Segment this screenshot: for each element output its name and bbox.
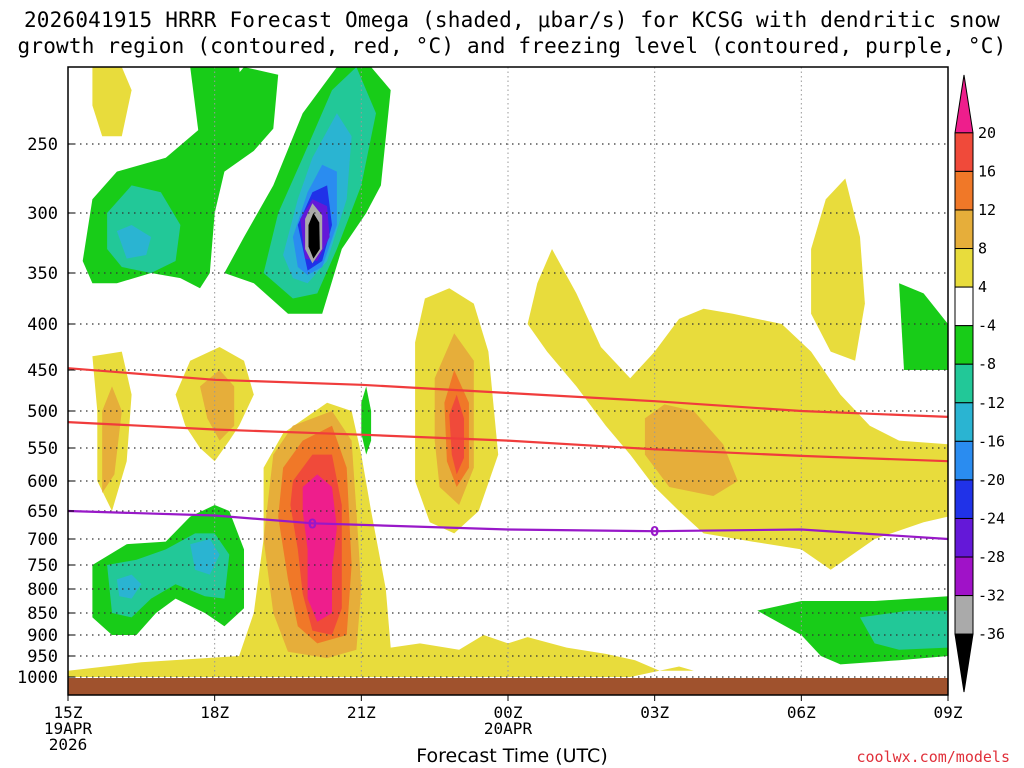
colorbar-swatch-13 bbox=[954, 595, 974, 635]
omega-region-37 bbox=[190, 67, 244, 144]
colorbar-label--24: -24 bbox=[978, 509, 1005, 527]
x-tick-label-18Z-line1: 18Z bbox=[200, 703, 229, 722]
colorbar-swatch-12 bbox=[954, 556, 974, 597]
omega-region-31 bbox=[190, 539, 220, 575]
colorbar-swatch-11 bbox=[954, 517, 974, 558]
colorbar-label--16: -16 bbox=[978, 432, 1005, 450]
freezing-level-label-0: 0 bbox=[308, 517, 317, 532]
y-tick-label-850: 850 bbox=[27, 604, 58, 624]
y-tick-label-400: 400 bbox=[27, 315, 58, 335]
grid-lines bbox=[67, 67, 949, 695]
colorbar-label--28: -28 bbox=[978, 548, 1005, 566]
omega-region-33 bbox=[860, 610, 948, 650]
colorbar-label--4: -4 bbox=[978, 317, 996, 335]
dgz-upper-contour bbox=[67, 367, 949, 418]
omega-region-12 bbox=[537, 660, 611, 673]
colorbar-swatch-4 bbox=[954, 248, 974, 288]
omega-region-30 bbox=[116, 574, 142, 599]
colorbar-swatch-8 bbox=[954, 402, 974, 442]
colorbar-label-12: 12 bbox=[978, 201, 996, 219]
freezing-level-label-1: 0 bbox=[650, 525, 659, 540]
y-tick-label-800: 800 bbox=[27, 580, 58, 600]
x-tick-label-15Z-line2: 19APR bbox=[44, 719, 93, 738]
y-tick-label-250: 250 bbox=[27, 135, 58, 155]
colorbar-swatch-7 bbox=[954, 363, 974, 404]
omega-region-7 bbox=[68, 402, 694, 677]
colorbar-swatch-2 bbox=[954, 170, 974, 211]
colorbar-swatch-6 bbox=[954, 325, 974, 365]
omega-region-0 bbox=[527, 249, 948, 570]
omega-region-36 bbox=[92, 67, 132, 137]
omega-region-11 bbox=[449, 394, 464, 475]
y-tick-label-350: 350 bbox=[27, 264, 58, 284]
x-tick-label-21Z-line1: 21Z bbox=[347, 703, 376, 722]
colorbar-swatch-1 bbox=[954, 132, 974, 172]
colorbar-swatch-3 bbox=[954, 209, 974, 250]
chart-title-line-1: 2026041915 HRRR Forecast Omega (shaded, … bbox=[23, 8, 1001, 32]
colorbar-bottom-arrow bbox=[954, 633, 974, 693]
y-tick-label-650: 650 bbox=[27, 502, 58, 522]
colorbar-label--12: -12 bbox=[978, 394, 1005, 412]
x-tick-label-00Z-line2: 20APR bbox=[484, 719, 533, 738]
omega-shaded-regions bbox=[68, 67, 948, 677]
credit-link[interactable]: coolwx.com/models bbox=[856, 748, 1010, 766]
colorbar-swatch-10 bbox=[954, 479, 974, 519]
x-tick-label-15Z-line1: 15Z bbox=[54, 703, 83, 722]
y-tick-label-550: 550 bbox=[27, 439, 58, 459]
colorbar-label--36: -36 bbox=[978, 625, 1005, 643]
omega-region-4 bbox=[102, 386, 122, 493]
colorbar-label--20: -20 bbox=[978, 471, 1005, 489]
y-tick-label-1000: 1000 bbox=[17, 668, 58, 688]
x-tick-label-06Z-line1: 06Z bbox=[787, 703, 816, 722]
dgz-lower-contour bbox=[67, 421, 949, 463]
y-tick-label-300: 300 bbox=[27, 204, 58, 224]
colorbar: 20 16 12 8 4 -4 -8 -12 -16 -20 -24 -28 -32 -36 bbox=[954, 74, 1005, 693]
x-tick-label-00Z-line1: 00Z bbox=[494, 703, 523, 722]
omega-region-34 bbox=[899, 283, 948, 370]
x-axis-title: Forecast Time (UTC) bbox=[416, 745, 608, 767]
contour-lines: 00 bbox=[67, 367, 949, 541]
ground-surface-bar bbox=[68, 678, 948, 695]
omega-region-1 bbox=[811, 178, 865, 361]
colorbar-label--32: -32 bbox=[978, 587, 1005, 605]
x-tick-label-03Z-line1: 03Z bbox=[640, 703, 669, 722]
colorbar-swatch-5 bbox=[954, 286, 974, 327]
y-tick-label-700: 700 bbox=[27, 530, 58, 550]
y-tick-label-500: 500 bbox=[27, 402, 58, 422]
y-tick-label-600: 600 bbox=[27, 472, 58, 492]
omega-region-27 bbox=[308, 213, 320, 259]
freezing-level-contour bbox=[67, 509, 949, 541]
chart-title-line-2: growth region (contoured, red, °C) and f… bbox=[17, 34, 1007, 58]
y-tick-label-750: 750 bbox=[27, 556, 58, 576]
y-tick-label-950: 950 bbox=[27, 647, 58, 667]
y-axis: 2503003504004505005506006507007508008509… bbox=[17, 135, 74, 688]
omega-region-35 bbox=[361, 386, 372, 455]
colorbar-label-20: 20 bbox=[978, 124, 996, 142]
x-tick-label-15Z-line3: 2026 bbox=[49, 735, 88, 754]
y-tick-label-450: 450 bbox=[27, 361, 58, 381]
omega-region-19 bbox=[116, 225, 152, 259]
x-tick-label-09Z-line1: 09Z bbox=[934, 703, 963, 722]
colorbar-label-4: 4 bbox=[978, 278, 987, 296]
colorbar-top-arrow bbox=[954, 74, 974, 134]
omega-region-16 bbox=[302, 474, 337, 622]
colorbar-label--8: -8 bbox=[978, 355, 996, 373]
colorbar-swatch-9 bbox=[954, 440, 974, 481]
y-tick-label-900: 900 bbox=[27, 626, 58, 646]
omega-region-6 bbox=[200, 370, 235, 441]
colorbar-label-16: 16 bbox=[978, 162, 996, 180]
colorbar-label-8: 8 bbox=[978, 240, 987, 258]
